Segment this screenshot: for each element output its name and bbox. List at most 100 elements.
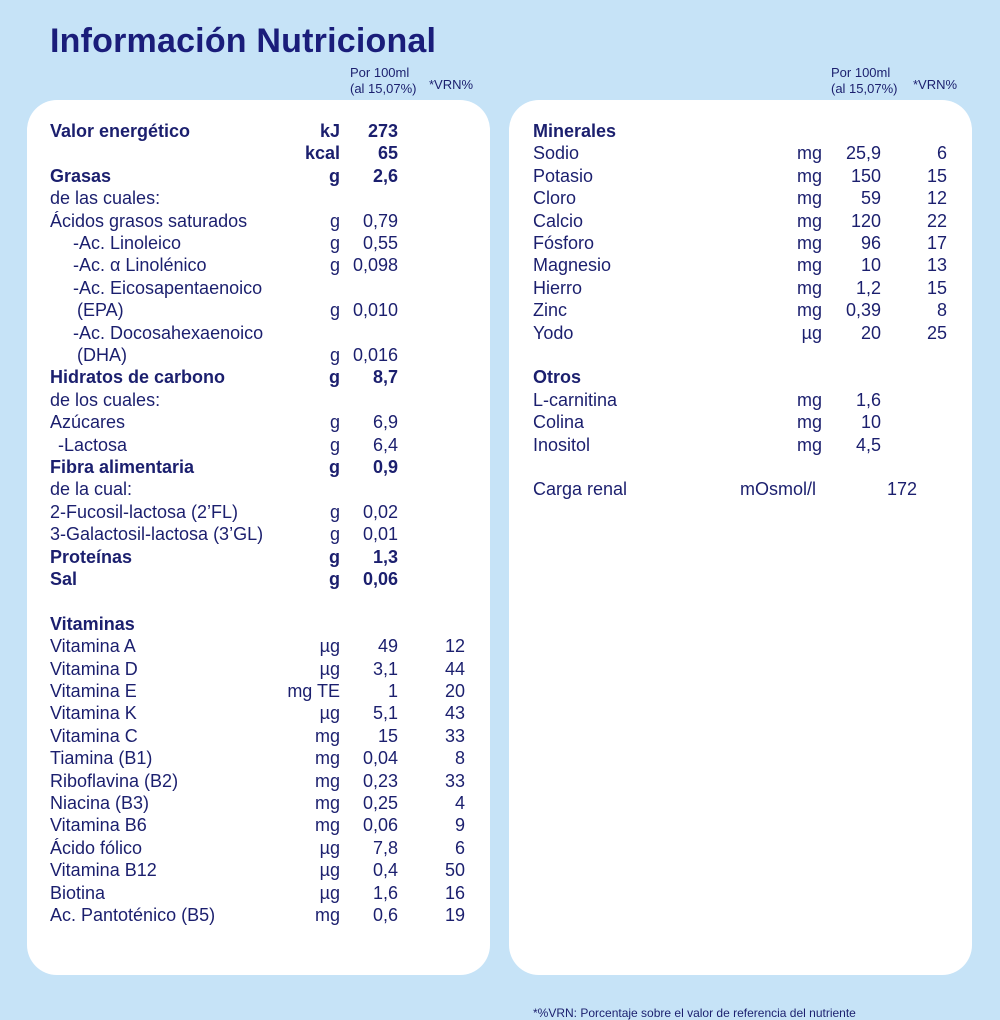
nutrient-value: 0,04 (362, 748, 398, 769)
nutrient-row: Vitamina B6 mg 0,06 9 (50, 814, 485, 836)
nutrient-label: Vitamina D (50, 658, 138, 679)
dilution-label: (al 15,07%) (831, 81, 898, 96)
nutrient-unit: g (329, 569, 340, 589)
nutrient-row: -Ac. Docosahexaenoico (50, 322, 485, 344)
nutrient-label: Otros (533, 367, 582, 388)
nutrient-label: Potasio (533, 165, 594, 186)
nutrient-row: Ac. Pantoténico (B5) mg 0,6 19 (50, 904, 485, 926)
nutrient-value: 20 (860, 322, 881, 343)
nutrient-row: (DHA) g 0,016 (50, 344, 485, 366)
dilution-label: (al 15,07%) (350, 81, 417, 96)
nutrient-label: Ácidos grasos saturados (50, 210, 248, 231)
nutrient-vrn: 6 (454, 837, 465, 858)
nutrient-label: Sal (50, 569, 78, 589)
nutrient-vrn: 12 (926, 188, 947, 209)
nutrient-label: de las cuales: (50, 188, 161, 209)
nutrient-label: (EPA) (77, 300, 124, 321)
nutrient-row: de las cuales: (50, 187, 485, 209)
nutrient-row: -Ac. α Linolénico g 0,098 (50, 254, 485, 276)
nutrient-unit: g (329, 300, 340, 321)
nutrient-label: Colina (533, 412, 585, 433)
nutrient-vrn: 15 (926, 277, 947, 298)
nutrient-vrn: 33 (444, 770, 465, 791)
nutrition-panel-right: *%VRN: Porcentaje sobre el valor de refe… (509, 100, 972, 1020)
nutrient-label: -Ac. α Linolénico (73, 255, 207, 276)
nutrient-row: Grasas g 2,6 (50, 165, 485, 187)
nutrient-vrn: 13 (926, 255, 947, 276)
nutrient-unit: kJ (319, 121, 340, 141)
nutrient-value: 10 (860, 255, 881, 276)
nutrient-row: Niacina (B3) mg 0,25 4 (50, 792, 485, 814)
nutrient-value: 1 (387, 681, 398, 701)
nutrient-unit: g (329, 546, 340, 567)
nutrient-vrn: 6 (936, 143, 947, 164)
nutrient-label: Vitamina B12 (50, 860, 157, 881)
nutrient-label: Minerales (533, 121, 617, 141)
nutrient-value: 7,8 (372, 837, 398, 858)
nutrient-row: Vitamina K µg 5,1 43 (50, 702, 485, 724)
nutrient-vrn: 44 (444, 658, 465, 679)
nutrient-label: Ácido fólico (50, 837, 143, 858)
nutrient-label: Grasas (50, 165, 112, 186)
nutrient-label: Riboflavina (B2) (50, 770, 179, 791)
nutrient-value: 6,4 (372, 434, 398, 455)
nutrient-unit: mg (796, 389, 822, 410)
nutrient-unit: mg (796, 255, 822, 276)
page-title: Información Nutricional (50, 22, 437, 60)
nutrient-label: Yodo (533, 322, 574, 343)
nutrient-row: (EPA) g 0,010 (50, 299, 485, 321)
nutrient-label: -Ac. Linoleico (73, 233, 182, 253)
nutrient-unit: mg TE (287, 681, 340, 701)
nutrient-value: 49 (377, 636, 398, 657)
nutrient-label: Biotina (50, 882, 106, 903)
nutrient-unit: g (329, 233, 340, 253)
nutrient-row: kcal 65 (50, 142, 485, 164)
nutrient-unit: kcal (304, 143, 340, 164)
nutrient-unit: g (329, 412, 340, 433)
nutrient-row: L-carnitina mg 1,6 (533, 389, 967, 411)
nutrient-unit: mg (314, 725, 340, 746)
nutrient-value: 5,1 (372, 703, 398, 724)
nutrient-value: 0,010 (352, 300, 398, 321)
nutrient-row: Valor energético kJ 273 (50, 120, 485, 142)
nutrient-unit: µg (319, 860, 340, 881)
nutrient-label: Niacina (B3) (50, 793, 150, 813)
nutrient-unit: µg (319, 882, 340, 903)
vrn-header-right: *VRN% (913, 77, 958, 92)
nutrient-row: Ácidos grasos saturados g 0,79 (50, 210, 485, 232)
nutrient-label: 3-Galactosil-lactosa (3’GL) (50, 524, 264, 545)
nutrient-value: 96 (860, 233, 881, 253)
nutrient-unit: µg (801, 322, 822, 343)
nutrient-vrn: 9 (454, 815, 465, 836)
nutrient-unit: mg (796, 277, 822, 298)
nutrient-label: Zinc (533, 300, 568, 321)
nutrient-value: 59 (860, 188, 881, 209)
nutrient-row: Carga renal mOsmol/l 172 (533, 478, 967, 500)
nutrient-label: Sodio (533, 143, 580, 164)
nutrient-label: (DHA) (77, 345, 127, 365)
nutrient-row: Vitamina D µg 3,1 44 (50, 658, 485, 680)
nutrient-row: Potasio mg 150 15 (533, 165, 967, 187)
nutrient-unit: g (329, 165, 340, 186)
nutrient-unit: µg (319, 636, 340, 657)
nutrient-row: 2-Fucosil-lactosa (2’FL) g 0,02 (50, 501, 485, 523)
nutrient-row: Sodio mg 25,9 6 (533, 142, 967, 164)
nutrient-vrn: 19 (444, 905, 465, 925)
nutrient-vrn: 43 (444, 703, 465, 724)
nutrient-row: Fósforo mg 96 17 (533, 232, 967, 254)
nutrient-label: Vitamina B6 (50, 815, 147, 836)
nutrition-panel-left: Valor energético kJ 273 kcal 65 Grasas g 2,6 de … (27, 100, 490, 975)
nutrient-label: Carga renal (533, 479, 628, 500)
nutrient-value: 6,9 (372, 412, 398, 433)
nutrient-row: de los cuales: (50, 389, 485, 411)
nutrient-unit: mg (314, 748, 340, 769)
nutrient-label: -Lactosa (58, 434, 128, 455)
nutrient-vrn: 50 (444, 860, 465, 881)
nutrient-value: 65 (377, 143, 398, 164)
column-header-per-100ml: Por 100ml (al 15,07%) (350, 65, 416, 97)
nutrient-vrn: 25 (926, 322, 947, 343)
nutrient-label: Vitamina A (50, 636, 136, 657)
per-label: Por 100ml (831, 65, 891, 80)
nutrient-row: -Ac. Linoleico g 0,55 (50, 232, 485, 254)
nutrient-vrn: 22 (926, 210, 947, 231)
